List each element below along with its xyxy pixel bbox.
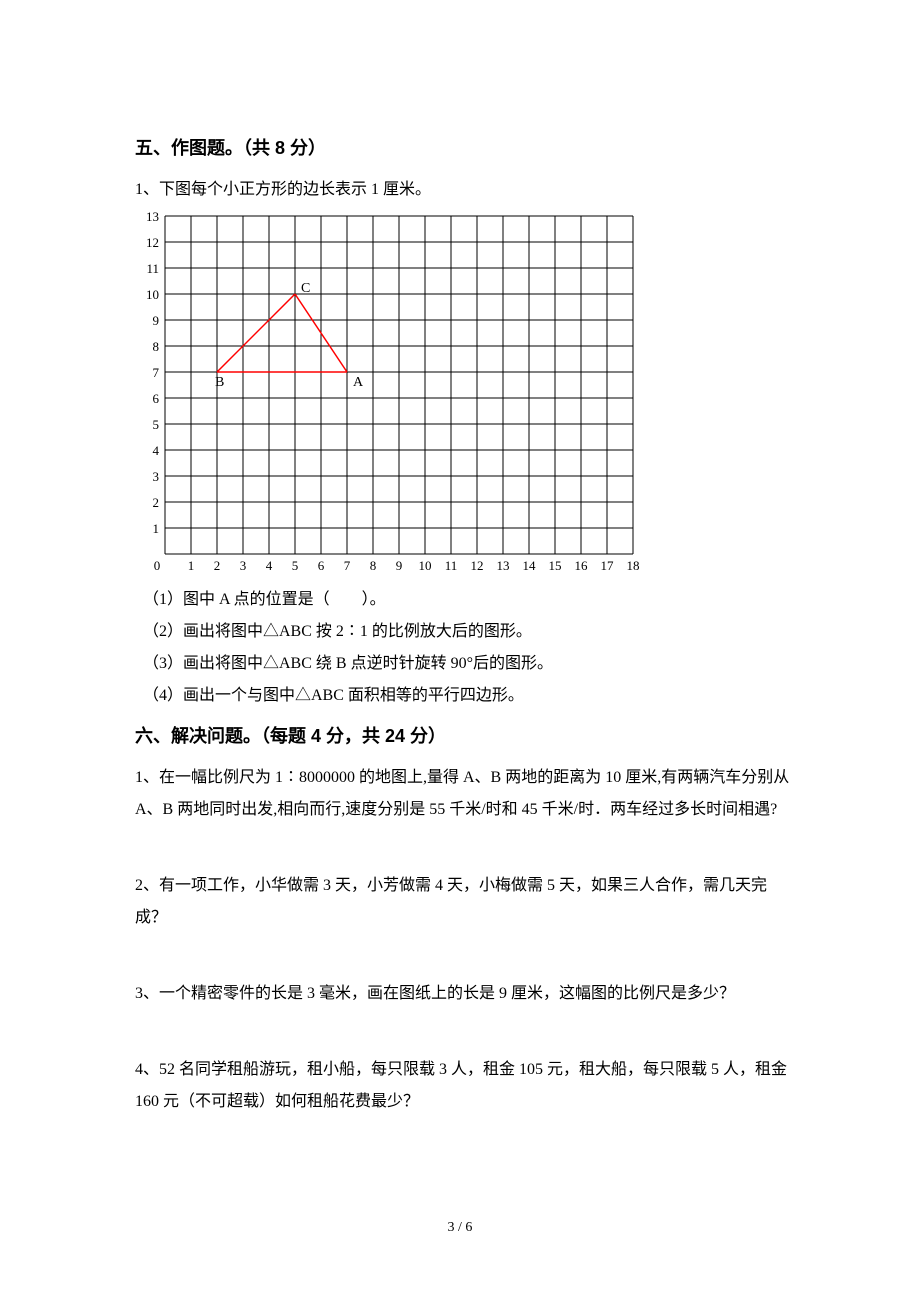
section5-header: 五、作图题。（共 8 分） bbox=[135, 130, 790, 166]
svg-text:2: 2 bbox=[153, 495, 160, 510]
svg-text:12: 12 bbox=[146, 235, 159, 250]
svg-text:8: 8 bbox=[153, 339, 160, 354]
svg-text:10: 10 bbox=[146, 287, 159, 302]
svg-text:1: 1 bbox=[153, 521, 160, 536]
svg-text:4: 4 bbox=[266, 558, 273, 573]
page-footer: 3 / 6 bbox=[0, 1214, 920, 1242]
svg-text:11: 11 bbox=[146, 261, 159, 276]
section6-q1: 1、在一幅比例尺为 1∶8000000 的地图上,量得 A、B 两地的距离为 1… bbox=[135, 762, 790, 826]
svg-text:14: 14 bbox=[523, 558, 537, 573]
svg-text:1: 1 bbox=[188, 558, 195, 573]
svg-text:13: 13 bbox=[497, 558, 510, 573]
section5-sub4: （4）画出一个与图中△ABC 面积相等的平行四边形。 bbox=[143, 680, 790, 712]
svg-text:18: 18 bbox=[627, 558, 640, 573]
svg-text:9: 9 bbox=[396, 558, 403, 573]
svg-text:7: 7 bbox=[344, 558, 351, 573]
section6-q2: 2、有一项工作，小华做需 3 天，小芳做需 4 天，小梅做需 5 天，如果三人合… bbox=[135, 870, 790, 934]
svg-text:A: A bbox=[353, 375, 364, 390]
section5-intro: 1、下图每个小正方形的边长表示 1 厘米。 bbox=[135, 174, 790, 206]
svg-text:6: 6 bbox=[153, 391, 160, 406]
svg-text:15: 15 bbox=[549, 558, 562, 573]
svg-text:5: 5 bbox=[153, 417, 160, 432]
svg-text:3: 3 bbox=[240, 558, 247, 573]
section5-sub1: （1）图中 A 点的位置是（ ）。 bbox=[143, 584, 790, 616]
section5-sub3: （3）画出将图中△ABC 绕 B 点逆时针旋转 90°后的图形。 bbox=[143, 648, 790, 680]
section6-q4: 4、52 名同学租船游玩，租小船，每只限载 3 人，租金 105 元，租大船，每… bbox=[135, 1054, 790, 1118]
svg-text:13: 13 bbox=[146, 210, 159, 224]
svg-text:11: 11 bbox=[445, 558, 458, 573]
svg-text:8: 8 bbox=[370, 558, 377, 573]
svg-text:12: 12 bbox=[471, 558, 484, 573]
svg-text:C: C bbox=[301, 281, 310, 296]
svg-text:B: B bbox=[215, 375, 224, 390]
svg-text:4: 4 bbox=[153, 443, 160, 458]
section6-q3: 3、一个精密零件的长是 3 毫米，画在图纸上的长是 9 厘米，这幅图的比例尺是多… bbox=[135, 978, 790, 1010]
svg-text:6: 6 bbox=[318, 558, 325, 573]
svg-text:2: 2 bbox=[214, 558, 221, 573]
section6-header: 六、解决问题。（每题 4 分，共 24 分） bbox=[135, 718, 790, 754]
svg-text:5: 5 bbox=[292, 558, 299, 573]
svg-text:17: 17 bbox=[601, 558, 615, 573]
svg-text:3: 3 bbox=[153, 469, 160, 484]
svg-text:9: 9 bbox=[153, 313, 160, 328]
svg-text:10: 10 bbox=[419, 558, 432, 573]
svg-text:0: 0 bbox=[154, 558, 161, 573]
grid-chart: 1234567891011121314151617180123456789101… bbox=[135, 210, 790, 576]
svg-text:16: 16 bbox=[575, 558, 589, 573]
svg-text:7: 7 bbox=[153, 365, 160, 380]
section5-sub2: （2）画出将图中△ABC 按 2∶1 的比例放大后的图形。 bbox=[143, 616, 790, 648]
